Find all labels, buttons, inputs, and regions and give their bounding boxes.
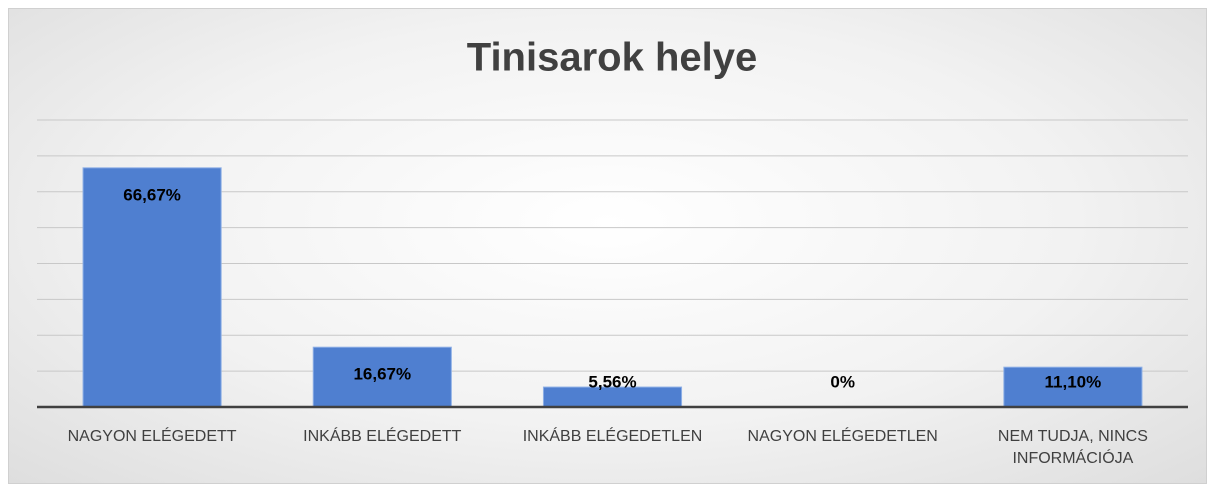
data-label: 5,56%: [588, 372, 636, 391]
chart-title: Tinisarok helye: [467, 36, 758, 80]
x-tick-label: INKÁBB ELÉGEDETT: [303, 428, 462, 445]
x-tick-label: NAGYON ELÉGEDETLEN: [747, 428, 938, 445]
x-tick-label: NEM TUDJA, NINCS INFORMÁCIÓJA: [997, 428, 1148, 467]
data-label: 66,67%: [123, 185, 181, 204]
x-tick-label: NAGYON ELÉGEDETT: [67, 428, 237, 445]
x-tick-label: INKÁBB ELÉGEDETLEN: [522, 428, 703, 445]
data-label: 11,10%: [1045, 372, 1102, 391]
data-label: 0%: [830, 372, 855, 391]
data-label: 16,67%: [353, 365, 411, 384]
bar: [1003, 366, 1143, 408]
bar: [82, 167, 222, 408]
